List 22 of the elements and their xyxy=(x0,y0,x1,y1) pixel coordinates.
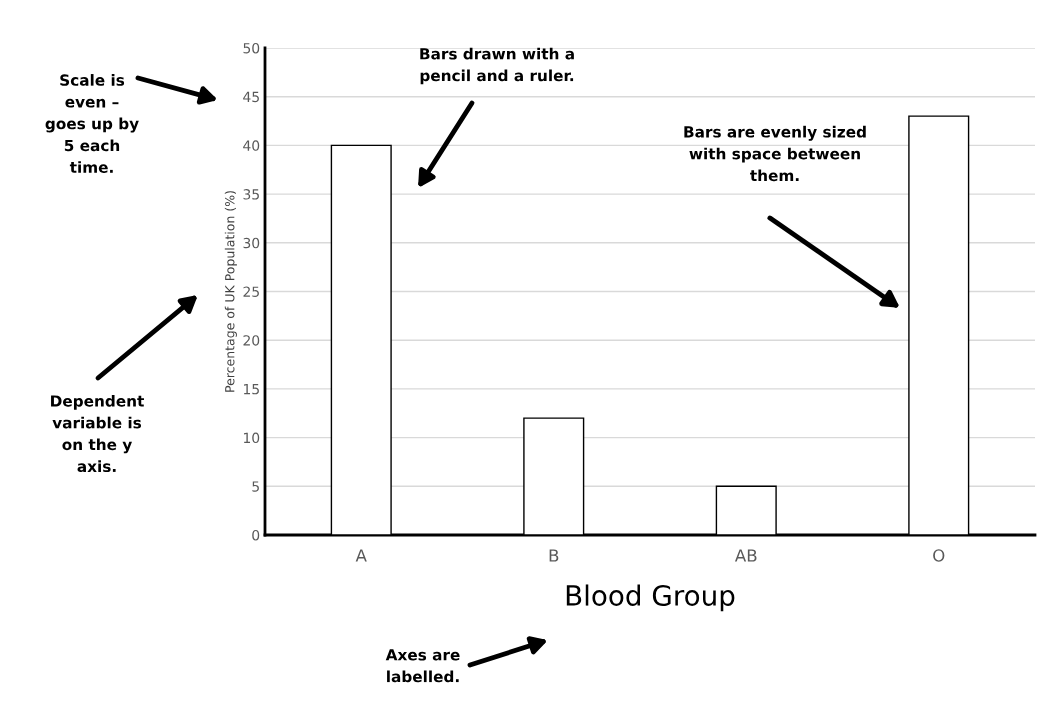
x-tick-label: AB xyxy=(734,549,757,562)
y-tick-label: 30 xyxy=(243,237,260,249)
x-tick-label: A xyxy=(355,549,367,562)
y-tick-label: 20 xyxy=(243,335,260,346)
y-axis-title: Percentage of UK Population (%) xyxy=(224,191,237,392)
text: Axes are labelled. xyxy=(385,649,460,683)
y-tick-label: 15 xyxy=(243,384,259,395)
text: Scale is even – goes up by 5 each time. xyxy=(45,74,139,173)
x-axis-title: Blood Group xyxy=(566,584,735,612)
y-tick-label: 0 xyxy=(252,529,260,541)
y-tick-label: 45 xyxy=(243,91,259,103)
y-tick-label: 10 xyxy=(243,432,260,444)
y-tick-label: 50 xyxy=(243,42,260,54)
y-tick-label: 35 xyxy=(243,189,259,200)
text: Dependent variable is on the y axis. xyxy=(51,394,144,473)
y-tick-label: 25 xyxy=(243,286,259,297)
y-tick-label: 40 xyxy=(243,140,260,151)
annotation: Bars drawn with a pencil and a ruler. xyxy=(420,47,574,85)
x-tick-label: O xyxy=(933,549,945,562)
annotation: Bars are evenly sized with space between them. xyxy=(684,125,866,182)
x-tick-label: B xyxy=(549,549,559,562)
y-tick-label: 5 xyxy=(252,481,259,492)
